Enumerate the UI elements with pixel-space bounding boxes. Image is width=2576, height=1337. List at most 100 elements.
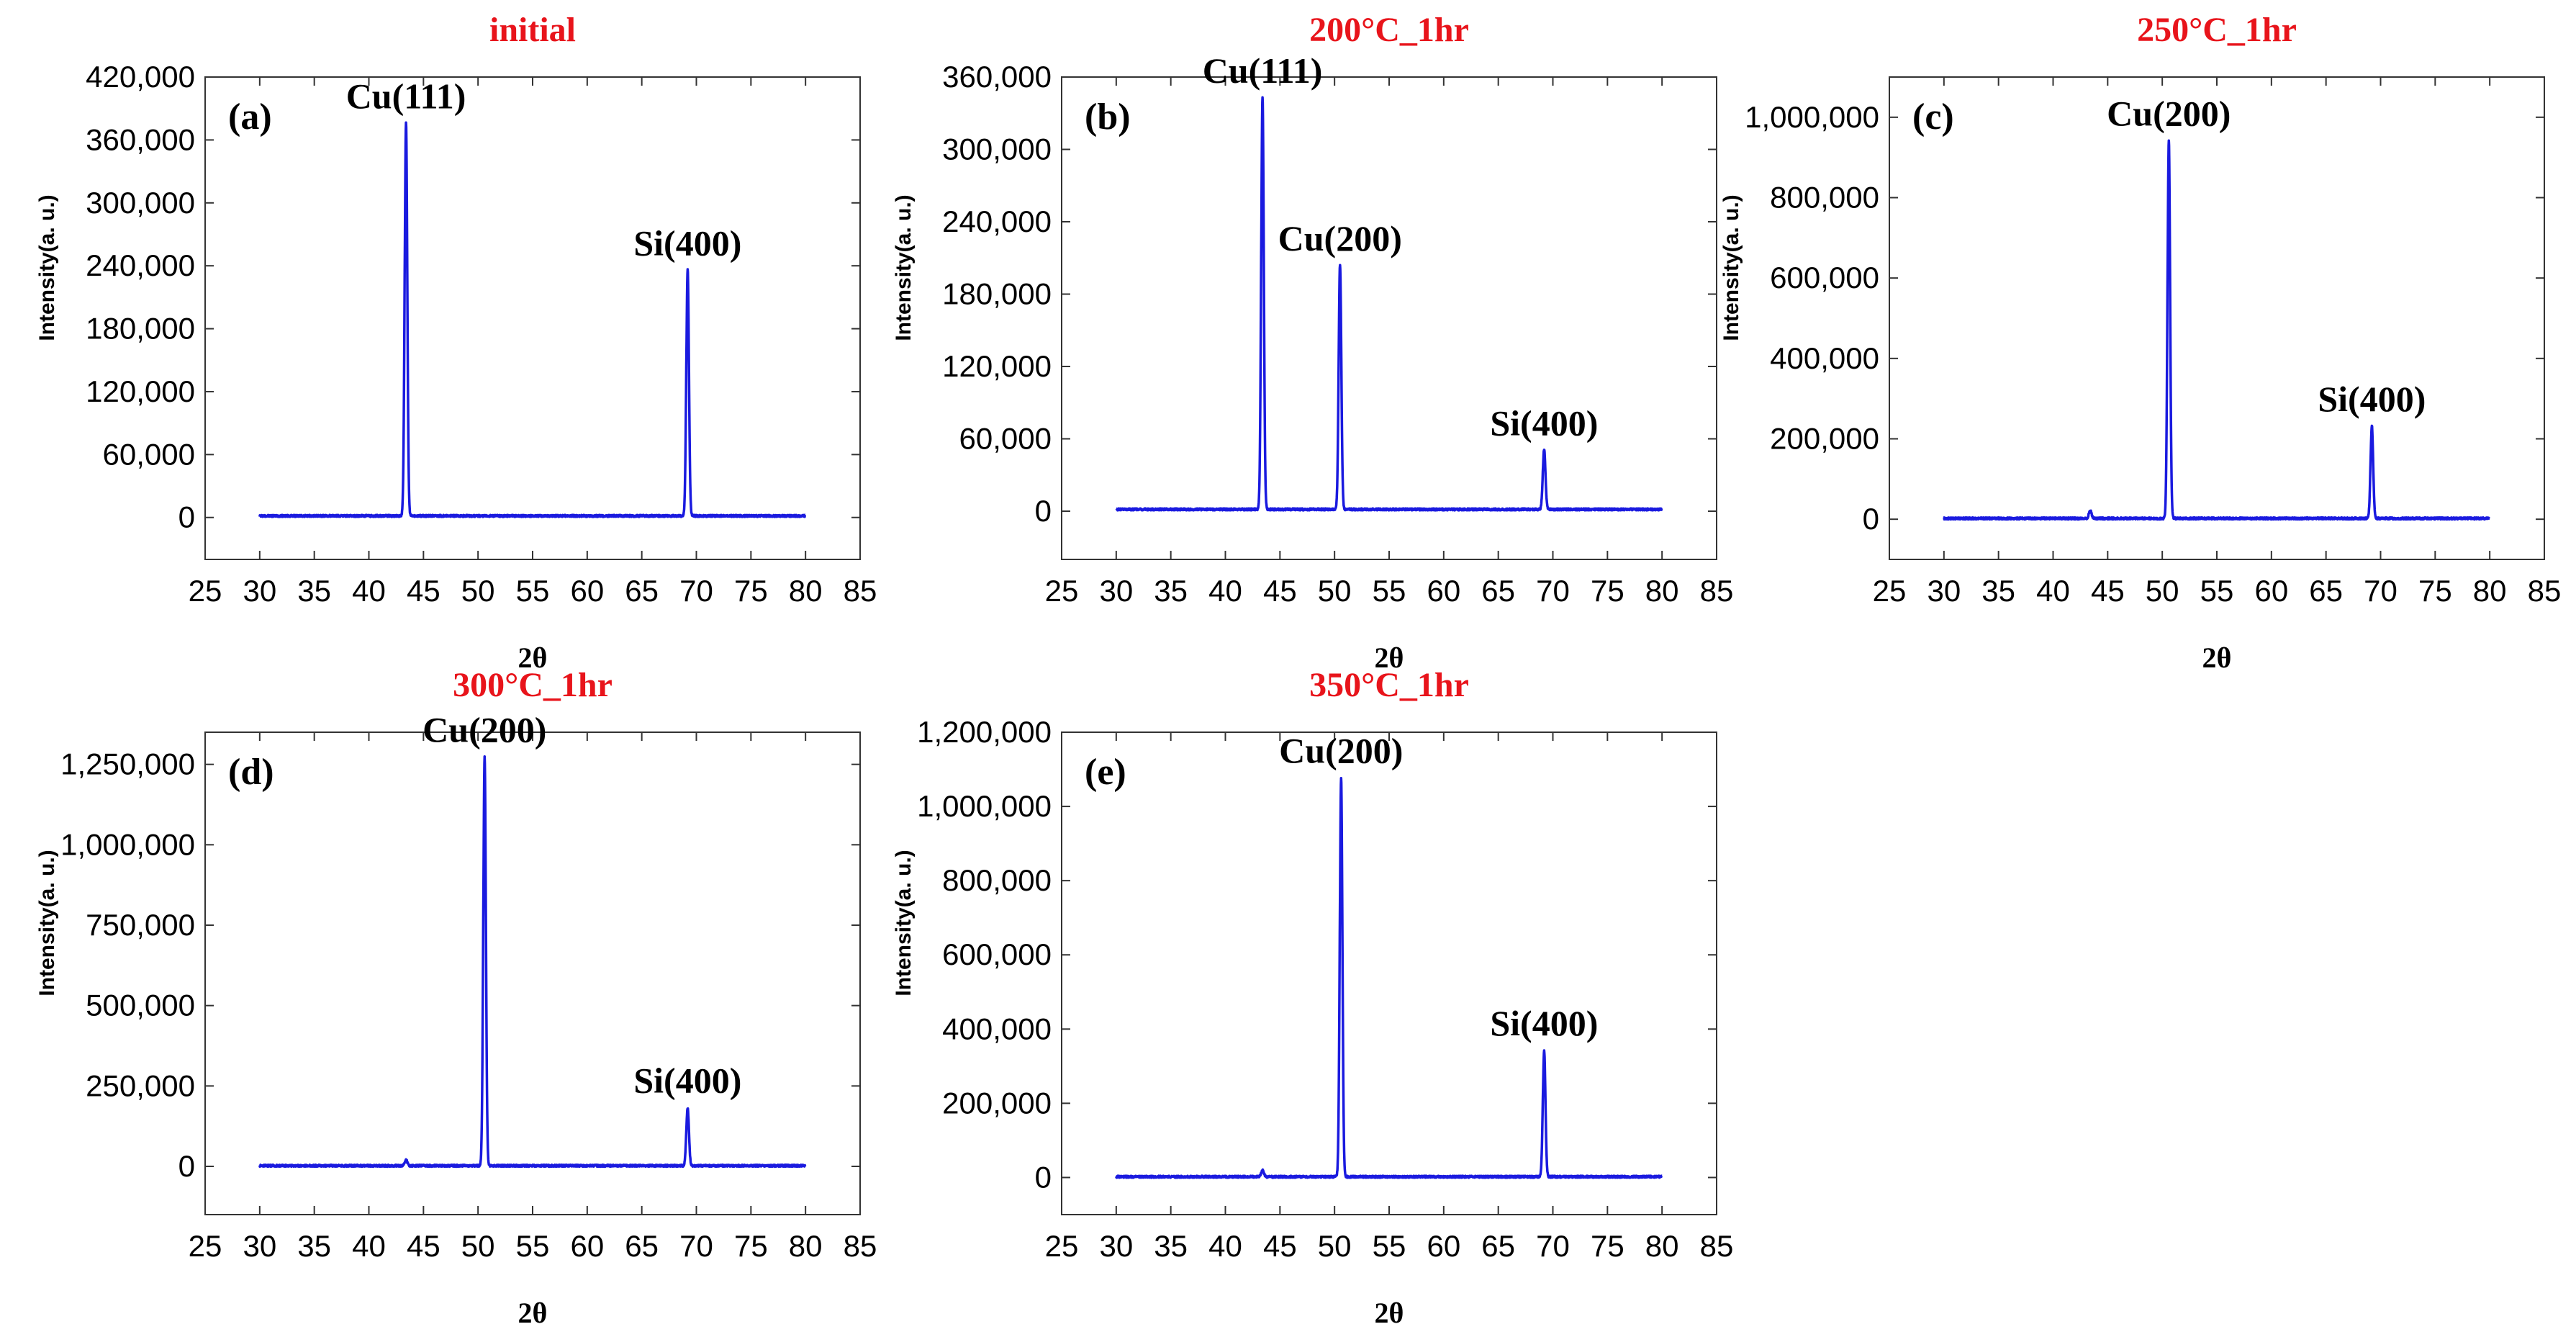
y-tick-label: 400,000 bbox=[1770, 341, 1879, 375]
y-tick-label: 0 bbox=[1035, 1160, 1052, 1194]
x-tick-label: 50 bbox=[1318, 1229, 1352, 1263]
y-tick-label: 600,000 bbox=[942, 937, 1052, 971]
x-tick-label: 75 bbox=[734, 1229, 768, 1263]
panel-label: (b) bbox=[1085, 96, 1131, 138]
peak-label: Si(400) bbox=[2318, 379, 2426, 419]
x-tick-label: 80 bbox=[2473, 574, 2507, 608]
xrd-chart-1: 200°C_1hr 25 30 35 40 45 50 55 60 65 70 75 80 85 0 60,0… bbox=[892, 11, 1733, 674]
xrd-chart-2: 250°C_1hr 25 30 35 40 45 50 55 60 65 70 75 80 85 0 200,… bbox=[1719, 11, 2561, 674]
xrd-chart-4: 350°C_1hr 25 30 35 40 45 50 55 60 65 70 75 80 85 0 200,… bbox=[892, 666, 1733, 1329]
x-tick-label: 35 bbox=[297, 1229, 331, 1263]
x-tick-label: 35 bbox=[1154, 1229, 1188, 1263]
peak-label: Si(400) bbox=[1490, 402, 1598, 443]
x-tick-label: 25 bbox=[189, 1229, 222, 1263]
x-tick-label: 85 bbox=[844, 574, 877, 608]
x-tick-label: 60 bbox=[570, 574, 604, 608]
x-axis-label: 2θ bbox=[518, 642, 548, 674]
chart-title: 300°C_1hr bbox=[453, 666, 613, 704]
y-tick-label: 750,000 bbox=[86, 908, 195, 942]
y-tick-label: 240,000 bbox=[942, 204, 1052, 238]
x-tick-label: 80 bbox=[1645, 1229, 1679, 1263]
panel-label: (d) bbox=[228, 752, 274, 793]
chart-title: 200°C_1hr bbox=[1309, 11, 1469, 49]
x-tick-label: 50 bbox=[461, 1229, 495, 1263]
y-tick-label: 120,000 bbox=[86, 374, 195, 408]
y-tick-label: 120,000 bbox=[942, 349, 1052, 383]
x-tick-label: 60 bbox=[2254, 574, 2288, 608]
x-tick-label: 75 bbox=[1591, 574, 1624, 608]
y-tick-label: 200,000 bbox=[942, 1086, 1052, 1120]
y-tick-label: 800,000 bbox=[1770, 181, 1879, 215]
y-tick-label: 200,000 bbox=[1770, 422, 1879, 456]
y-tick-label: 0 bbox=[1863, 502, 1879, 536]
x-axis-label: 2θ bbox=[2202, 642, 2232, 674]
y-tick-label: 1,000,000 bbox=[60, 827, 195, 861]
x-tick-label: 70 bbox=[1536, 1229, 1570, 1263]
peak-label: Si(400) bbox=[633, 1061, 741, 1101]
y-tick-label: 60,000 bbox=[959, 422, 1052, 456]
x-tick-label: 40 bbox=[2036, 574, 2070, 608]
xrd-series-line bbox=[1115, 776, 1663, 1179]
x-tick-label: 40 bbox=[352, 1229, 386, 1263]
peak-label: Cu(111) bbox=[1203, 50, 1323, 91]
peak-label: Cu(200) bbox=[1278, 218, 1402, 258]
y-tick-label: 180,000 bbox=[86, 312, 195, 346]
x-tick-label: 50 bbox=[2146, 574, 2179, 608]
x-tick-label: 85 bbox=[2528, 574, 2562, 608]
chart-title: 250°C_1hr bbox=[2137, 11, 2297, 49]
y-tick-label: 180,000 bbox=[942, 277, 1052, 311]
x-tick-label: 50 bbox=[461, 574, 495, 608]
x-tick-label: 85 bbox=[1700, 1229, 1734, 1263]
plot-frame bbox=[1061, 731, 1717, 1215]
x-tick-label: 85 bbox=[844, 1229, 877, 1263]
x-tick-label: 35 bbox=[1154, 574, 1188, 608]
panel-label: (e) bbox=[1085, 752, 1126, 793]
x-tick-label: 85 bbox=[1700, 574, 1734, 608]
x-axis-label: 2θ bbox=[1375, 642, 1404, 674]
x-tick-label: 35 bbox=[297, 574, 331, 608]
x-tick-label: 75 bbox=[1591, 1229, 1624, 1263]
x-axis-label: 2θ bbox=[518, 1297, 548, 1329]
xrd-chart-0: initial 25 30 35 40 45 50 55 60 65 70 75 80 85 0 60,000… bbox=[35, 11, 877, 674]
x-tick-label: 45 bbox=[407, 1229, 440, 1263]
y-tick-label: 1,000,000 bbox=[917, 789, 1052, 823]
peak-label: Cu(200) bbox=[422, 710, 546, 750]
peak-label: Si(400) bbox=[633, 222, 741, 263]
x-tick-label: 55 bbox=[1373, 574, 1406, 608]
xrd-series-line bbox=[258, 755, 807, 1169]
x-tick-label: 45 bbox=[407, 574, 440, 608]
x-tick-label: 65 bbox=[2309, 574, 2343, 608]
y-tick-label: 360,000 bbox=[86, 122, 195, 156]
y-axis-label: Intensity(a. u.) bbox=[35, 850, 59, 996]
y-tick-label: 500,000 bbox=[86, 989, 195, 1022]
chart-title: initial bbox=[489, 11, 576, 49]
x-tick-label: 40 bbox=[1208, 1229, 1242, 1263]
x-tick-label: 25 bbox=[1045, 574, 1079, 608]
x-axis-label: 2θ bbox=[1375, 1297, 1404, 1329]
x-tick-label: 60 bbox=[1427, 1229, 1460, 1263]
x-tick-label: 30 bbox=[1099, 1229, 1133, 1263]
x-tick-label: 55 bbox=[1373, 1229, 1406, 1263]
xrd-series-line bbox=[1115, 96, 1663, 512]
plot-frame bbox=[204, 76, 861, 560]
peak-label: Si(400) bbox=[1490, 1003, 1598, 1043]
y-tick-label: 1,250,000 bbox=[60, 747, 195, 781]
y-tick-label: 0 bbox=[1035, 494, 1052, 528]
y-axis-label: Intensity(a. u.) bbox=[1719, 194, 1743, 341]
chart-title: 350°C_1hr bbox=[1309, 666, 1469, 704]
x-tick-label: 40 bbox=[352, 574, 386, 608]
peak-label: Cu(111) bbox=[346, 76, 466, 117]
x-tick-label: 25 bbox=[189, 574, 222, 608]
panel-label: (c) bbox=[1912, 96, 1954, 138]
x-tick-label: 55 bbox=[516, 574, 550, 608]
y-tick-label: 800,000 bbox=[942, 863, 1052, 897]
x-tick-label: 40 bbox=[1208, 574, 1242, 608]
x-tick-label: 30 bbox=[243, 574, 276, 608]
x-tick-label: 60 bbox=[570, 1229, 604, 1263]
y-tick-label: 360,000 bbox=[942, 60, 1052, 94]
x-tick-label: 70 bbox=[1536, 574, 1570, 608]
x-tick-label: 70 bbox=[2364, 574, 2398, 608]
y-tick-label: 240,000 bbox=[86, 248, 195, 282]
plot-frame bbox=[204, 731, 861, 1215]
